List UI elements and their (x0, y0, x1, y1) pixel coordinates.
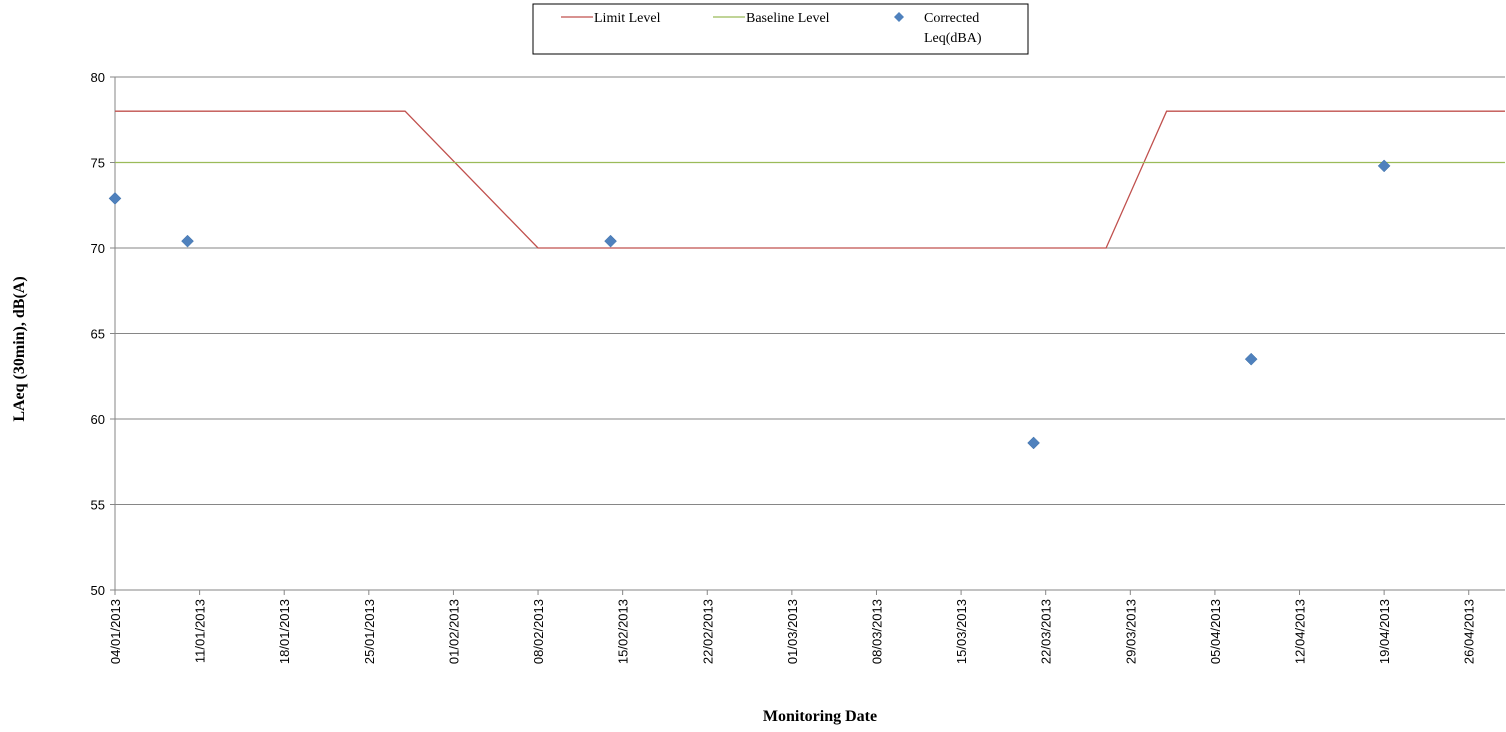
legend-label: Limit Level (594, 11, 661, 26)
axes (110, 76, 1505, 595)
data-point (181, 234, 194, 248)
legend-label: Corrected Leq(dBA) (924, 11, 982, 46)
gridlines (115, 76, 1505, 505)
x-tick-label: 15/03/2013 (954, 599, 969, 664)
x-tick-label: 08/02/2013 (531, 599, 546, 664)
y-tick-label: 50 (91, 583, 105, 598)
x-tick-label: 15/02/2013 (616, 599, 631, 664)
series-line-limit-level (115, 110, 1505, 249)
y-tick-label: 75 (91, 156, 105, 171)
x-tick-label: 25/01/2013 (362, 599, 377, 664)
y-tick-label: 60 (91, 412, 105, 427)
y-tick-label: 70 (91, 241, 105, 256)
x-tick-label: 05/04/2013 (1208, 599, 1223, 664)
x-tick-label: 22/03/2013 (1039, 599, 1054, 664)
legend: Limit Level Baseline Level Corrected Leq(dB… (532, 3, 1029, 55)
x-tick-labels: 04/01/2013 11/01/2013 18/01/2013 25/01/2013… (108, 599, 1477, 664)
x-tick-label: 01/03/2013 (785, 599, 800, 664)
data-point (1377, 159, 1391, 173)
x-tick-label: 01/02/2013 (446, 599, 461, 664)
x-tick-label: 08/03/2013 (869, 599, 884, 664)
x-tick-label: 19/04/2013 (1377, 599, 1392, 664)
y-tick-label: 55 (91, 498, 105, 513)
y-axis-title: LAeq (30min), dB(A) (11, 276, 28, 421)
data-point (108, 192, 122, 205)
x-tick-label: 12/04/2013 (1293, 599, 1308, 664)
x-tick-label: 26/04/2013 (1462, 599, 1477, 664)
legend-box (532, 3, 1029, 55)
x-tick-label: 18/01/2013 (277, 599, 292, 664)
x-tick-label: 29/03/2013 (1123, 599, 1138, 664)
x-axis-title: Monitoring Date (763, 708, 877, 725)
legend-swatch (894, 12, 904, 22)
y-tick-label: 80 (91, 70, 105, 85)
y-tick-label: 65 (91, 327, 105, 342)
x-tick-label: 22/02/2013 (700, 599, 715, 664)
series-layer (108, 110, 1505, 450)
y-tick-labels: 50 55 60 65 70 75 80 (91, 70, 105, 598)
data-point (1244, 352, 1258, 366)
x-tick-label: 11/01/2013 (193, 599, 208, 663)
data-point (1027, 436, 1040, 450)
data-point (604, 234, 617, 248)
x-tick-label: 04/01/2013 (108, 599, 123, 664)
legend-label: Baseline Level (746, 11, 830, 26)
